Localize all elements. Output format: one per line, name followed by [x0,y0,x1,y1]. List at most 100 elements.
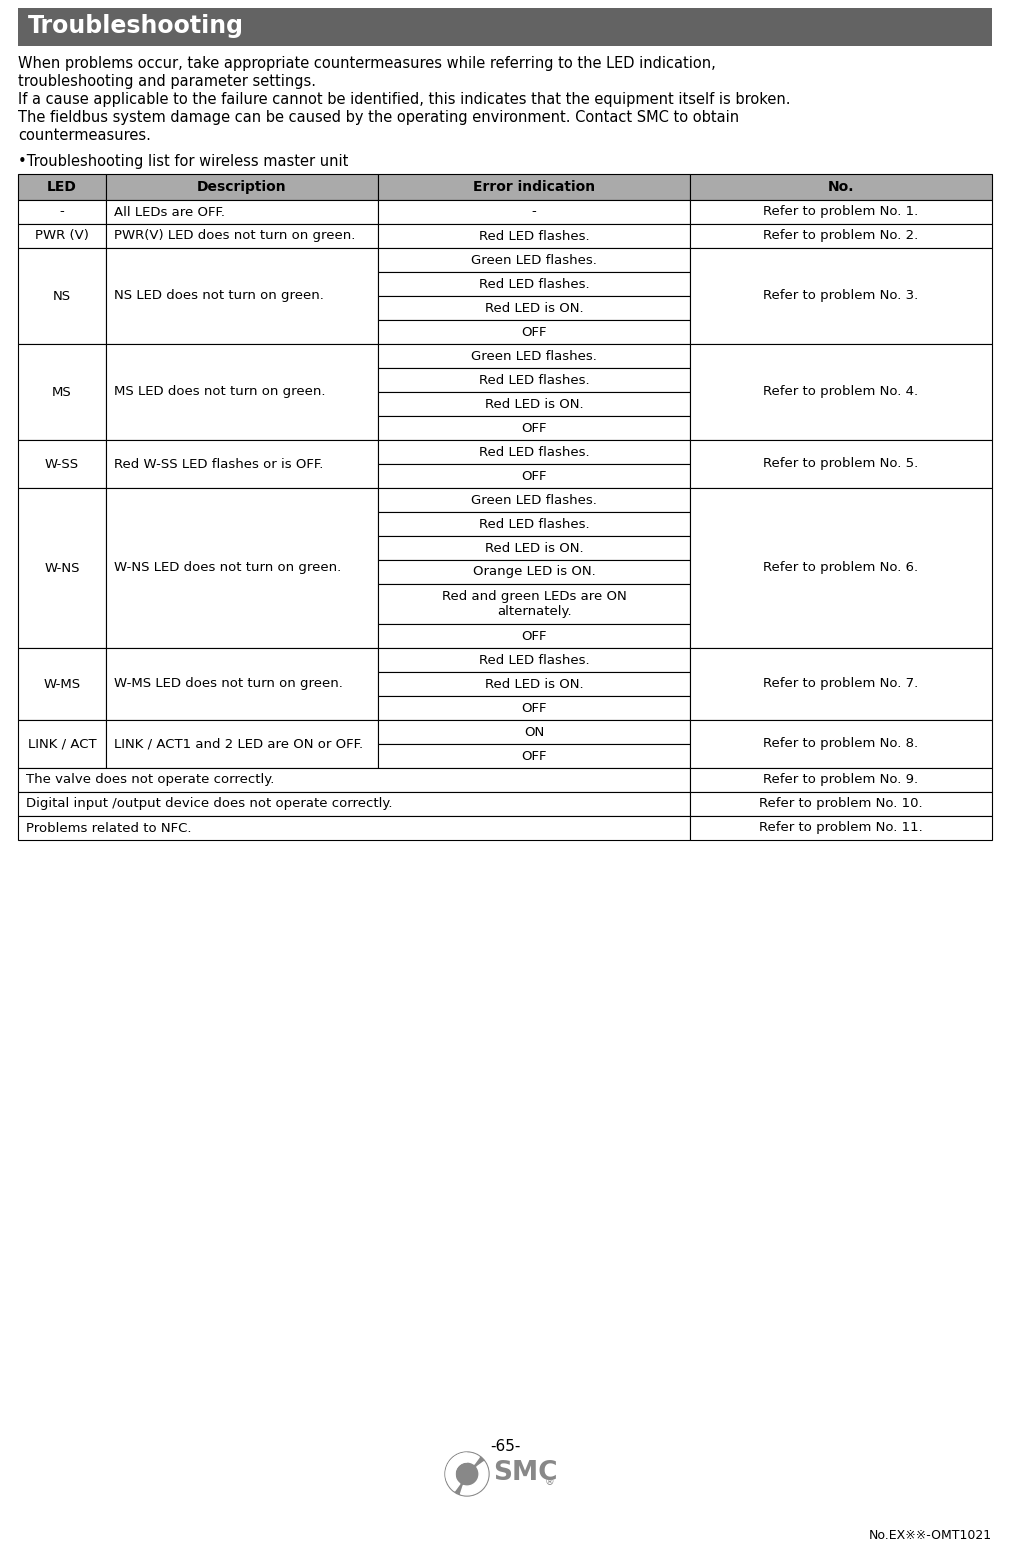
Text: SMC: SMC [493,1461,558,1486]
Bar [379,744,690,768]
Bar [379,174,690,200]
Bar [106,224,379,249]
Bar [106,174,379,200]
Bar [379,696,690,720]
Text: OFF: OFF [521,701,547,715]
Bar [379,368,690,392]
Bar [379,320,690,343]
Text: Refer to problem No. 2.: Refer to problem No. 2. [764,230,919,242]
Text: Refer to problem No. 10.: Refer to problem No. 10. [760,797,923,811]
Bar [106,488,379,648]
Text: PWR(V) LED does not turn on green.: PWR(V) LED does not turn on green. [114,230,356,242]
Bar [690,440,992,488]
Text: LINK / ACT1 and 2 LED are ON or OFF.: LINK / ACT1 and 2 LED are ON or OFF. [114,738,363,751]
Bar [379,416,690,440]
Text: Red LED is ON.: Red LED is ON. [485,398,584,410]
Bar [106,249,379,343]
Text: OFF: OFF [521,749,547,763]
Text: Red and green LEDs are ON
alternately.: Red and green LEDs are ON alternately. [441,591,626,618]
Bar [379,249,690,272]
Text: Orange LED is ON.: Orange LED is ON. [473,566,596,578]
Text: Red W-SS LED flashes or is OFF.: Red W-SS LED flashes or is OFF. [114,457,323,471]
Bar [379,272,690,295]
Text: When problems occur, take appropriate countermeasures while referring to the LED: When problems occur, take appropriate co… [18,56,716,71]
Bar [18,488,106,648]
Text: Green LED flashes.: Green LED flashes. [472,253,597,266]
Bar [379,536,690,559]
Bar [18,224,106,249]
Bar [379,511,690,536]
Text: The fieldbus system damage can be caused by the operating environment. Contact S: The fieldbus system damage can be caused… [18,110,739,124]
Text: OFF: OFF [521,469,547,482]
Polygon shape [446,1453,480,1481]
Text: The valve does not operate correctly.: The valve does not operate correctly. [26,774,275,786]
Text: Refer to problem No. 4.: Refer to problem No. 4. [764,385,918,398]
Bar [18,720,106,768]
Bar [379,465,690,488]
Text: Refer to problem No. 7.: Refer to problem No. 7. [764,678,919,690]
Bar [18,200,106,224]
Bar [690,793,992,816]
Text: MS: MS [52,385,72,398]
Bar [106,648,379,720]
Text: LED: LED [46,180,77,194]
Bar [379,488,690,511]
Circle shape [445,1451,489,1497]
Bar [690,249,992,343]
Bar [379,343,690,368]
Bar [690,648,992,720]
Text: Red LED is ON.: Red LED is ON. [485,301,584,314]
Text: troubleshooting and parameter settings.: troubleshooting and parameter settings. [18,75,316,89]
Text: W-NS LED does not turn on green.: W-NS LED does not turn on green. [114,561,341,575]
Bar [18,816,690,841]
Text: Refer to problem No. 11.: Refer to problem No. 11. [760,822,923,834]
Text: -: - [532,205,536,219]
Bar [690,488,992,648]
Bar [379,440,690,465]
Text: NS LED does not turn on green.: NS LED does not turn on green. [114,289,323,303]
Text: All LEDs are OFF.: All LEDs are OFF. [114,205,224,219]
Text: No.: No. [828,180,854,194]
Bar [18,648,106,720]
Bar [18,793,690,816]
Text: •Troubleshooting list for wireless master unit: •Troubleshooting list for wireless maste… [18,154,348,169]
Bar [106,440,379,488]
Bar [690,768,992,793]
Text: W-SS: W-SS [44,457,79,471]
Text: OFF: OFF [521,629,547,642]
Text: Red LED flashes.: Red LED flashes. [479,517,590,530]
Text: Description: Description [197,180,287,194]
Bar [18,174,106,200]
Text: Refer to problem No. 9.: Refer to problem No. 9. [764,774,918,786]
Text: Refer to problem No. 6.: Refer to problem No. 6. [764,561,918,575]
Text: W-MS LED does not turn on green.: W-MS LED does not turn on green. [114,678,342,690]
Bar [18,8,992,47]
Text: Digital input /output device does not operate correctly.: Digital input /output device does not op… [26,797,393,811]
Text: Red LED flashes.: Red LED flashes. [479,446,590,458]
Bar [379,648,690,671]
Bar [106,200,379,224]
Bar [18,343,106,440]
Text: Red LED flashes.: Red LED flashes. [479,278,590,291]
Bar [379,671,690,696]
Bar [379,625,690,648]
Text: countermeasures.: countermeasures. [18,127,150,143]
Bar [18,249,106,343]
Bar [379,200,690,224]
Polygon shape [446,1453,467,1490]
Text: NS: NS [53,289,71,303]
Text: LINK / ACT: LINK / ACT [27,738,96,751]
Text: Problems related to NFC.: Problems related to NFC. [26,822,192,834]
Bar [379,720,690,744]
Text: OFF: OFF [521,325,547,339]
Bar [690,343,992,440]
Bar [690,174,992,200]
Text: W-MS: W-MS [43,678,81,690]
Text: Red LED flashes.: Red LED flashes. [479,654,590,667]
Text: Red LED is ON.: Red LED is ON. [485,541,584,555]
Bar [18,440,106,488]
Bar [379,392,690,416]
Text: Refer to problem No. 5.: Refer to problem No. 5. [764,457,919,471]
Text: ®: ® [545,1476,554,1487]
Bar [690,224,992,249]
